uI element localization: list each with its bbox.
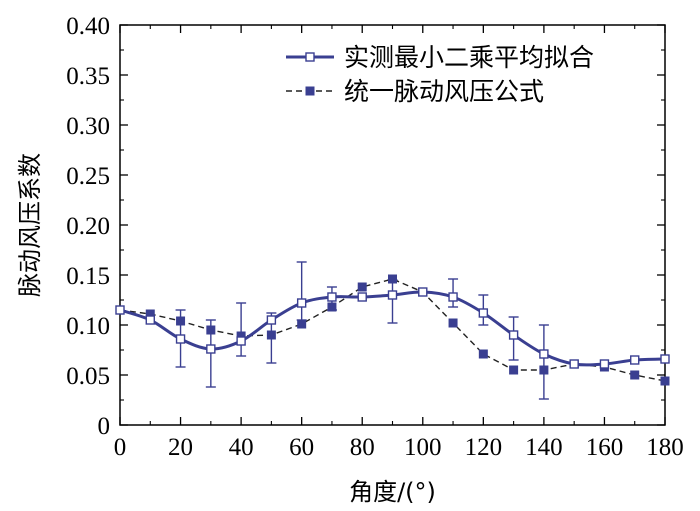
series-1-point — [145, 315, 155, 325]
y-tick-label: 0.20 — [66, 213, 110, 240]
legend-label-series-2: 统一脉动风压公式 — [344, 77, 544, 106]
series-2-point — [266, 330, 276, 340]
series-1-point — [236, 336, 246, 346]
legend: 实测最小二乘平均拟合 统一脉动风压公式 — [286, 43, 594, 106]
series-2-point — [660, 376, 670, 386]
x-tick-label: 80 — [350, 434, 375, 461]
legend-marker-open-square — [305, 52, 315, 62]
series-1-point — [660, 354, 670, 364]
series-1-point — [508, 330, 519, 340]
series-1-point — [418, 287, 428, 297]
series-2-point — [388, 274, 397, 284]
series-1-point — [387, 290, 398, 300]
series-2-point — [357, 282, 367, 292]
series-2-point — [327, 302, 337, 312]
series-1-point — [327, 292, 337, 302]
x-tick-label: 160 — [586, 434, 624, 461]
y-axis-title: 脉动风压系数 — [16, 153, 44, 297]
x-tick-label: 60 — [289, 434, 314, 461]
series-2-point — [509, 365, 519, 375]
x-tick-label: 0 — [114, 434, 127, 461]
legend-label-series-1: 实测最小二乘平均拟合 — [344, 43, 594, 72]
y-tick-label: 0.05 — [66, 363, 110, 390]
x-tick-label: 100 — [404, 434, 442, 461]
series-2-point — [539, 365, 549, 375]
series-1-point — [296, 298, 307, 308]
y-tick-label: 0.15 — [66, 263, 110, 290]
series-2-point — [448, 318, 458, 328]
x-tick-label: 20 — [168, 434, 193, 461]
series-1-point — [599, 359, 610, 369]
y-tick-label: 0.30 — [66, 113, 110, 140]
series-2-point — [478, 349, 488, 359]
series-2-point — [176, 316, 186, 326]
series-2-point — [630, 370, 640, 380]
x-tick-label: 40 — [229, 434, 254, 461]
x-tick-label: 140 — [525, 434, 563, 461]
legend-marker-filled-square — [305, 86, 315, 96]
series-1-point — [569, 359, 579, 369]
y-tick-label: 0 — [98, 413, 111, 440]
series-1-point — [266, 315, 277, 325]
series-2-point — [206, 325, 216, 335]
x-tick-label: 120 — [465, 434, 503, 461]
x-tick-label: 180 — [646, 434, 684, 461]
series-1-point — [539, 349, 549, 359]
series-1-point — [448, 292, 458, 302]
series-1-point — [206, 344, 216, 354]
y-tick-label: 0.25 — [66, 163, 110, 190]
series-1-point — [478, 308, 489, 318]
y-tick-label: 0.40 — [66, 13, 110, 40]
x-axis-title: 角度/(°) — [349, 478, 436, 506]
series-1-point — [115, 305, 125, 315]
series-1-point — [357, 292, 367, 302]
series-2-point — [297, 319, 307, 329]
y-tick-label: 0.35 — [66, 63, 110, 90]
series-1-point — [630, 355, 640, 365]
series-1-point — [175, 334, 186, 344]
y-tick-label: 0.10 — [66, 313, 110, 340]
